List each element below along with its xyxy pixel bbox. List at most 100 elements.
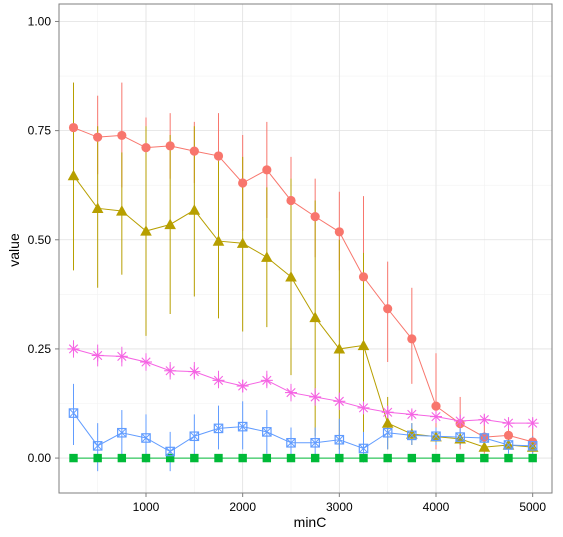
data-point-triangle — [261, 251, 273, 262]
data-point — [334, 434, 345, 445]
y-tick-label: 0.25 — [28, 342, 52, 356]
data-point-asterisk-stroke — [358, 403, 369, 413]
data-point-square-outline — [431, 431, 441, 442]
data-point — [527, 441, 538, 451]
axes: 1000 2000 3000 4000 5000 0.00 0.25 0.50 0.75 1.00 — [28, 3, 553, 514]
data-point-circle — [262, 165, 272, 175]
data-point — [407, 453, 417, 463]
data-point — [262, 453, 272, 463]
y-axis-title: value — [6, 233, 22, 267]
data-point-square-outline — [213, 423, 224, 434]
data-point — [91, 349, 104, 362]
data-point-triangle — [67, 169, 80, 181]
data-point-square-outline — [165, 446, 175, 457]
data-point — [286, 195, 296, 206]
data-point-asterisk-stroke — [117, 351, 127, 361]
data-point-square — [93, 453, 102, 463]
data-point — [213, 151, 224, 161]
data-point — [116, 205, 128, 216]
data-point-circle — [503, 430, 514, 440]
data-point — [93, 132, 103, 142]
data-point-cross — [431, 431, 441, 441]
data-point-square-outline — [455, 432, 465, 442]
data-point-asterisk-stroke — [141, 357, 151, 367]
data-point-asterisk-stroke — [503, 418, 514, 428]
data-point-square-outline — [334, 434, 345, 445]
data-point-asterisk-stroke — [213, 375, 224, 385]
data-point-square-outline — [189, 431, 200, 442]
data-point-asterisk-stroke — [407, 409, 417, 420]
data-point-square-outline — [527, 441, 538, 451]
data-point-square-outline — [503, 440, 514, 450]
data-point — [236, 237, 249, 248]
data-point-circle — [117, 130, 127, 141]
data-point-square — [407, 453, 417, 463]
data-point-circle — [165, 141, 175, 151]
data-point — [117, 427, 127, 438]
data-point-square — [504, 453, 513, 463]
data-point-circle — [286, 195, 296, 206]
data-point-cross — [407, 430, 417, 440]
data-point — [454, 414, 467, 427]
x-tick-label: 4000 — [423, 500, 450, 514]
data-point-square — [455, 453, 465, 463]
data-point-asterisk-stroke — [93, 350, 103, 361]
data-point-circle — [383, 304, 393, 314]
x-tick-label: 3000 — [326, 500, 353, 514]
x-tick-label: 5000 — [519, 500, 546, 514]
data-point — [357, 401, 370, 414]
data-point — [91, 202, 104, 213]
data-point-square-outline — [358, 443, 369, 454]
data-point — [260, 374, 273, 387]
data-point — [381, 406, 394, 419]
data-point — [479, 433, 490, 443]
series-markers — [67, 122, 539, 463]
data-point — [502, 417, 515, 430]
series-line — [73, 175, 533, 448]
data-point — [238, 178, 248, 188]
data-point — [92, 441, 103, 451]
data-point-square — [165, 453, 175, 463]
data-point-asterisk-stroke — [68, 344, 79, 354]
data-point — [455, 432, 465, 442]
data-point — [431, 453, 441, 463]
data-point-cross — [213, 423, 224, 433]
data-point — [335, 453, 344, 463]
data-point — [359, 453, 368, 463]
data-point — [190, 453, 199, 463]
data-point-asterisk-stroke — [334, 396, 344, 406]
data-point — [358, 443, 369, 454]
data-point-square — [238, 453, 247, 463]
data-point — [455, 453, 465, 463]
data-point — [383, 453, 392, 463]
y-tick-label: 0.50 — [28, 233, 52, 247]
data-point — [165, 453, 175, 463]
data-point-asterisk-stroke — [262, 375, 272, 385]
data-point-cross — [189, 431, 199, 441]
data-point-asterisk-stroke — [431, 411, 441, 422]
data-point-square — [286, 453, 296, 463]
data-point-triangle — [116, 205, 128, 216]
data-point — [141, 433, 151, 443]
data-point — [140, 356, 152, 369]
y-tick-label: 1.00 — [28, 14, 52, 28]
data-point — [212, 235, 225, 246]
data-point — [503, 440, 514, 450]
data-point-circle — [68, 122, 79, 133]
data-point — [69, 453, 78, 463]
data-point-cross — [503, 440, 514, 450]
data-point — [333, 395, 346, 408]
data-point — [334, 227, 344, 237]
data-point-square-outline — [262, 427, 272, 437]
data-point-triangle — [164, 218, 176, 230]
data-point-cross — [358, 443, 369, 454]
data-point — [214, 453, 223, 463]
data-point-triangle — [478, 441, 491, 452]
data-point-square — [141, 453, 151, 463]
data-point-cross — [238, 422, 248, 432]
data-point — [431, 401, 441, 411]
data-point — [213, 423, 224, 434]
data-point-square-outline — [407, 430, 417, 441]
data-point-circle — [189, 146, 199, 156]
data-point — [189, 431, 200, 442]
